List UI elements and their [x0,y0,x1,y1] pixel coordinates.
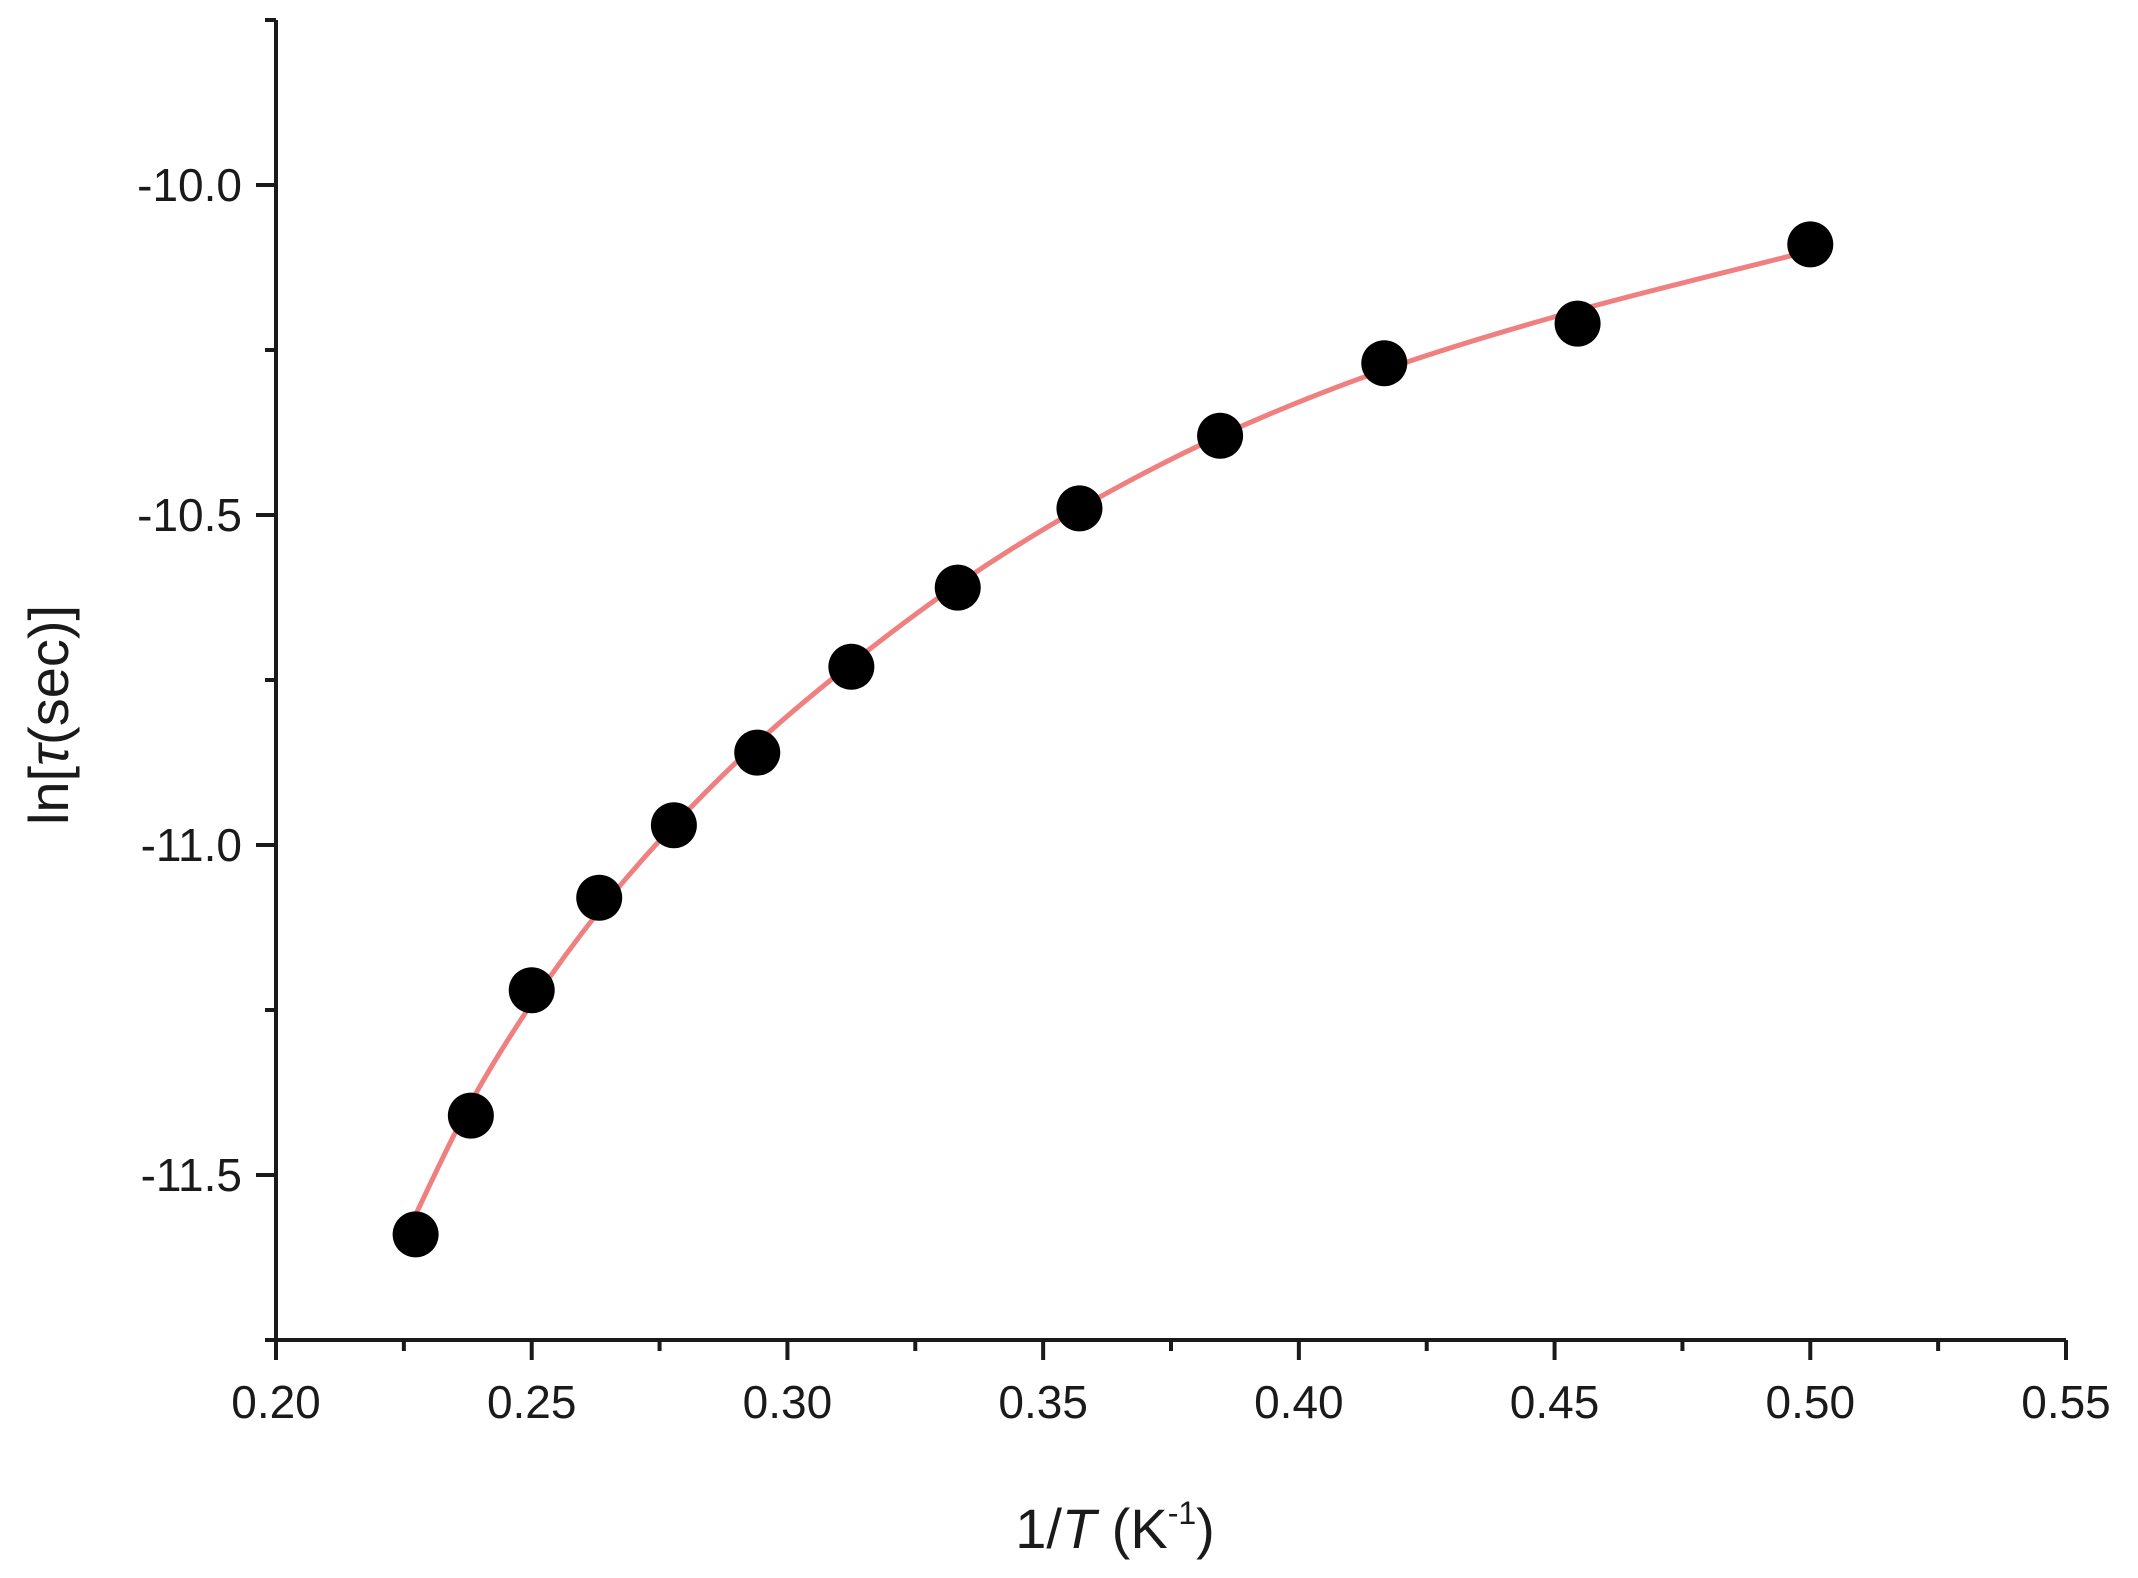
x-axis-title-units: (K [1096,1497,1168,1560]
x-tick-label: 0.30 [743,1376,833,1428]
y-tick-label: -11.0 [141,819,242,871]
x-axis-title-prefix: 1/ [1015,1497,1062,1560]
data-point [734,729,781,776]
data-point [576,874,623,921]
y-tick-label: -10.5 [137,489,242,541]
data-point [1554,300,1601,347]
data-point [1361,340,1408,387]
x-tick-label: 0.40 [1254,1376,1344,1428]
data-point [650,802,697,849]
y-tick-label: -11.5 [141,1149,242,1201]
axes [274,20,2066,1342]
y-tick-label: -10.0 [137,159,242,211]
x-axis-title-superscript: -1 [1168,1495,1196,1531]
x-tick-label: 0.25 [487,1376,577,1428]
y-axis-title-prefix: ln[ [17,765,80,825]
data-point [508,967,555,1014]
x-axis-title: 1/T (K-1) [1015,1495,1215,1560]
data-point [1787,221,1834,268]
data-point [1197,412,1244,459]
data-point [447,1092,494,1139]
x-tick-label: 0.35 [998,1376,1088,1428]
x-axis-title-variable: T [1062,1497,1100,1560]
x-tick-label: 0.55 [2021,1376,2111,1428]
y-axis-title-suffix: (sec)] [17,605,80,745]
ticks: 0.20 0.25 0.30 0.35 0.40 0.45 0.50 0.55 -10.0 -10… [137,18,2111,1428]
fit-curve-layer [413,248,1813,1218]
data-point [392,1211,439,1258]
data-point [828,643,875,690]
data-point [934,564,981,611]
x-tick-label: 0.50 [1766,1376,1856,1428]
x-tick-label: 0.45 [1510,1376,1600,1428]
x-axis-title-units-close: ) [1196,1497,1215,1560]
data-points [392,221,1834,1258]
x-tick-label: 0.20 [231,1376,321,1428]
data-point [1056,485,1103,532]
y-axis-title: ln[τ(sec)] [17,605,80,825]
y-axis-title-variable: τ [17,742,80,766]
fit-curve [413,248,1813,1218]
